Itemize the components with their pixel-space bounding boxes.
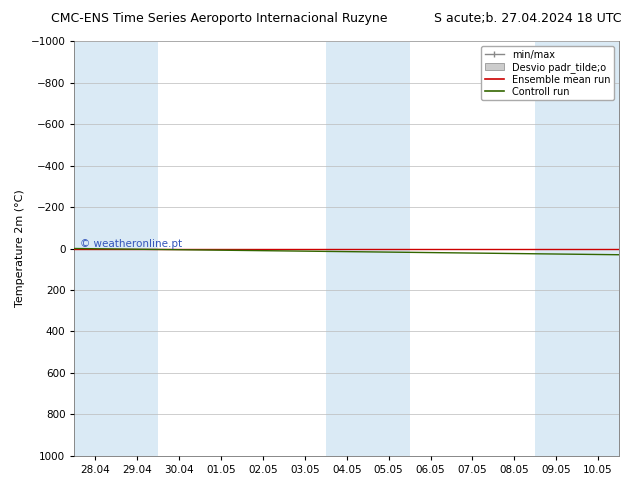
Text: © weatheronline.pt: © weatheronline.pt — [80, 239, 182, 249]
Bar — [326, 41, 410, 456]
Bar — [74, 41, 158, 456]
Bar — [535, 41, 619, 456]
Text: S acute;b. 27.04.2024 18 UTC: S acute;b. 27.04.2024 18 UTC — [434, 12, 621, 25]
Legend: min/max, Desvio padr_tilde;o, Ensemble mean run, Controll run: min/max, Desvio padr_tilde;o, Ensemble m… — [481, 46, 614, 100]
Text: CMC-ENS Time Series Aeroporto Internacional Ruzyne: CMC-ENS Time Series Aeroporto Internacio… — [51, 12, 387, 25]
Y-axis label: Temperature 2m (°C): Temperature 2m (°C) — [15, 190, 25, 307]
